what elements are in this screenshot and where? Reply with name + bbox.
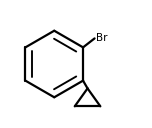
Text: Br: Br	[96, 33, 107, 43]
